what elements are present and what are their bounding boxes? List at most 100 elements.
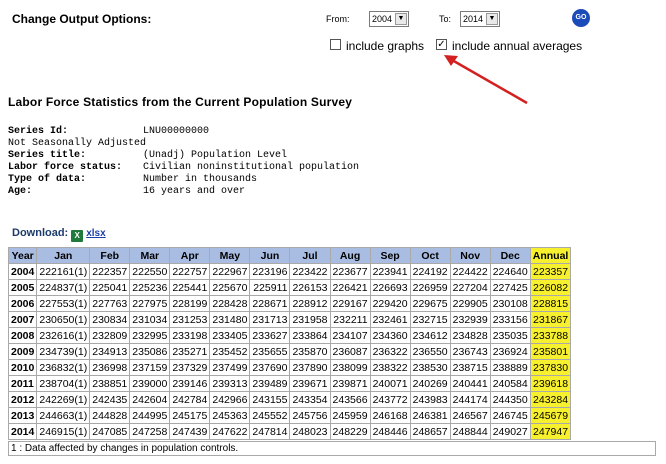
value-cell: 227425 bbox=[489, 279, 531, 296]
value-cell: 234107 bbox=[329, 327, 371, 344]
value-cell: 244663(1) bbox=[36, 407, 91, 424]
series-title-row: Series title: (Unadj) Population Level bbox=[8, 150, 359, 162]
column-header: Mar bbox=[129, 247, 171, 264]
value-cell: 225236 bbox=[129, 279, 171, 296]
value-cell: 244174 bbox=[449, 391, 491, 408]
age-row: Age: 16 years and over bbox=[8, 186, 359, 198]
value-cell: 240441 bbox=[449, 375, 491, 392]
value-cell: 238099 bbox=[329, 359, 371, 376]
value-cell: 240584 bbox=[489, 375, 531, 392]
output-options-panel: Change Output Options: From: 2004 ▼ To: … bbox=[0, 0, 666, 70]
value-cell: 233405 bbox=[209, 327, 251, 344]
column-header: Oct bbox=[409, 247, 451, 264]
from-year-select[interactable]: 2004 ▼ bbox=[369, 11, 409, 27]
to-year-select[interactable]: 2014 ▼ bbox=[460, 11, 500, 27]
to-year-value: 2014 bbox=[463, 14, 484, 24]
value-cell: 242966 bbox=[209, 391, 251, 408]
value-cell: 223941 bbox=[369, 263, 411, 280]
value-cell: 237690 bbox=[249, 359, 291, 376]
table-row: 2004 222161(1) 222357 222550 222757 222967 223… bbox=[7, 263, 572, 280]
value-cell: 222757 bbox=[169, 263, 211, 280]
value-cell: 234739(1) bbox=[36, 343, 91, 360]
xlsx-download-link[interactable]: xlsx bbox=[86, 228, 106, 239]
year-cell: 2007 bbox=[7, 311, 38, 328]
include-annual-averages-label[interactable]: include annual averages bbox=[452, 39, 583, 53]
column-header: Year bbox=[7, 247, 38, 264]
value-cell: 229905 bbox=[449, 295, 491, 312]
value-cell: 227553(1) bbox=[36, 295, 91, 312]
table-row: 2010 236832(1) 236998 237159 237329 237499 237… bbox=[7, 359, 572, 376]
labor-force-status-value: Civilian noninstitutional population bbox=[143, 162, 360, 173]
value-cell: 232939 bbox=[449, 311, 491, 328]
annual-cell: 233788 bbox=[529, 327, 572, 344]
value-cell: 245552 bbox=[249, 407, 291, 424]
value-cell: 242604 bbox=[129, 391, 171, 408]
chevron-down-icon[interactable]: ▼ bbox=[486, 13, 498, 25]
value-cell: 226421 bbox=[329, 279, 371, 296]
annual-cell: 235801 bbox=[529, 343, 572, 360]
value-cell: 228199 bbox=[169, 295, 211, 312]
include-graphs-label[interactable]: include graphs bbox=[346, 39, 425, 53]
include-annual-averages-checkbox[interactable]: ✓ bbox=[436, 39, 447, 50]
go-button[interactable]: GO bbox=[572, 9, 590, 27]
value-cell: 242435 bbox=[89, 391, 131, 408]
table-row: 2006 227553(1) 227763 227975 228199 228428 228… bbox=[7, 295, 572, 312]
chevron-down-icon[interactable]: ▼ bbox=[395, 13, 407, 25]
value-cell: 229167 bbox=[329, 295, 371, 312]
value-cell: 223422 bbox=[289, 263, 331, 280]
value-cell: 238704(1) bbox=[36, 375, 91, 392]
value-cell: 239146 bbox=[169, 375, 211, 392]
value-cell: 239313 bbox=[209, 375, 251, 392]
value-cell: 231713 bbox=[249, 311, 291, 328]
type-of-data-row: Type of data: Number in thousands bbox=[8, 174, 359, 186]
value-cell: 225911 bbox=[249, 279, 291, 296]
value-cell: 232809 bbox=[89, 327, 131, 344]
include-graphs-checkbox[interactable] bbox=[330, 39, 341, 50]
year-cell: 2004 bbox=[7, 263, 38, 280]
value-cell: 235271 bbox=[169, 343, 211, 360]
value-cell: 244350 bbox=[489, 391, 531, 408]
value-cell: 237329 bbox=[169, 359, 211, 376]
value-cell: 234612 bbox=[409, 327, 451, 344]
value-cell: 232211 bbox=[329, 311, 371, 328]
value-cell: 236832(1) bbox=[36, 359, 91, 376]
value-cell: 247622 bbox=[209, 423, 251, 440]
excel-icon[interactable]: X bbox=[71, 230, 84, 242]
value-cell: 239671 bbox=[289, 375, 331, 392]
value-cell: 247258 bbox=[129, 423, 171, 440]
value-cell: 237499 bbox=[209, 359, 251, 376]
value-cell: 246168 bbox=[369, 407, 411, 424]
value-cell: 247814 bbox=[249, 423, 291, 440]
value-cell: 227763 bbox=[89, 295, 131, 312]
table-row: 2012 242269(1) 242435 242604 242784 242966 243… bbox=[7, 391, 572, 408]
value-cell: 226959 bbox=[409, 279, 451, 296]
value-cell: 238322 bbox=[369, 359, 411, 376]
value-cell: 248023 bbox=[289, 423, 331, 440]
series-id-label: Series Id: bbox=[8, 126, 69, 137]
annual-cell: 245679 bbox=[529, 407, 572, 424]
year-cell: 2008 bbox=[7, 327, 38, 344]
value-cell: 245363 bbox=[209, 407, 251, 424]
value-cell: 248446 bbox=[369, 423, 411, 440]
download-label: Download: bbox=[12, 227, 69, 239]
year-cell: 2013 bbox=[7, 407, 38, 424]
column-header: Feb bbox=[89, 247, 131, 264]
value-cell: 249027 bbox=[489, 423, 531, 440]
year-cell: 2010 bbox=[7, 359, 38, 376]
age-label: Age: bbox=[8, 186, 33, 197]
value-cell: 228912 bbox=[289, 295, 331, 312]
value-cell: 235655 bbox=[249, 343, 291, 360]
value-cell: 228671 bbox=[249, 295, 291, 312]
value-cell: 242269(1) bbox=[36, 391, 91, 408]
value-cell: 231958 bbox=[289, 311, 331, 328]
annual-cell: 237830 bbox=[529, 359, 572, 376]
value-cell: 239489 bbox=[249, 375, 291, 392]
footnote: 1 : Data affected by changes in populati… bbox=[8, 441, 656, 456]
value-cell: 233627 bbox=[249, 327, 291, 344]
value-cell: 244828 bbox=[89, 407, 131, 424]
series-id-row: Series Id: LNU00000000 bbox=[8, 126, 359, 138]
value-cell: 248844 bbox=[449, 423, 491, 440]
value-cell: 224640 bbox=[489, 263, 531, 280]
data-table: Year Jan Feb Mar Apr May Jun Jul Aug Sep Oct Nov Dec… bbox=[7, 247, 572, 440]
